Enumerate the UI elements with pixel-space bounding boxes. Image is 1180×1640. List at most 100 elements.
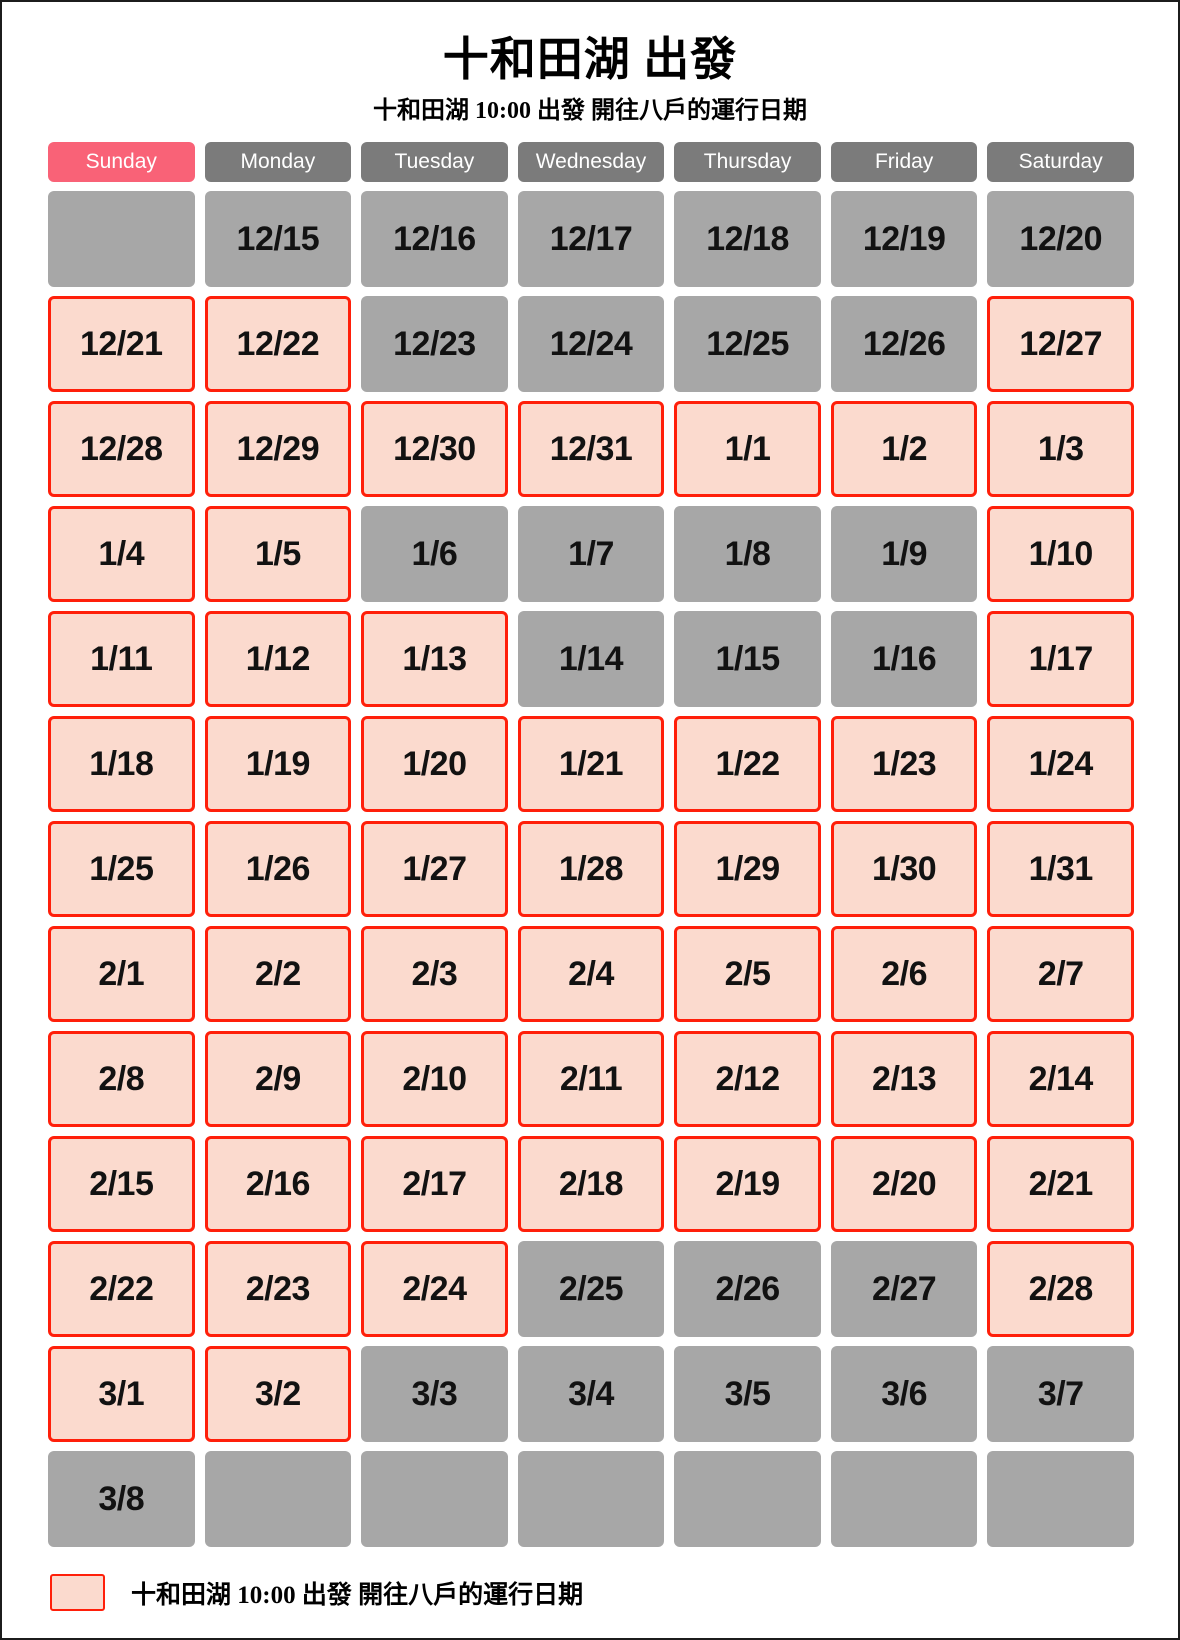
- date-cell-2-22: 2/22: [48, 1241, 195, 1337]
- date-cell-empty: [48, 191, 195, 287]
- date-cell-1-31: 1/31: [987, 821, 1134, 917]
- legend-label: 十和田湖 10:00 出發 開往八戶的運行日期: [131, 1581, 584, 1609]
- date-cell-1-20: 1/20: [361, 716, 508, 812]
- weekday-header-sunday: Sunday: [48, 142, 195, 182]
- date-cell-1-1: 1/1: [674, 401, 821, 497]
- date-cell-empty: [517, 1451, 665, 1547]
- legend-operating-swatch: [50, 1574, 105, 1611]
- date-cell-1-30: 1/30: [830, 821, 978, 917]
- date-cell-12-28: 12/28: [48, 401, 195, 497]
- date-cell-1-4: 1/4: [48, 506, 195, 602]
- date-cell-1-26: 1/26: [204, 821, 352, 917]
- date-cell-2-28: 2/28: [987, 1241, 1134, 1337]
- date-cell-1-10: 1/10: [987, 506, 1134, 602]
- date-cell-1-13: 1/13: [361, 611, 508, 707]
- date-cell-1-23: 1/23: [830, 716, 978, 812]
- date-cell-empty: [361, 1451, 508, 1547]
- date-cell-1-5: 1/5: [204, 506, 352, 602]
- date-cell-1-21: 1/21: [517, 716, 665, 812]
- date-cell-12-19: 12/19: [830, 191, 978, 287]
- date-cell-12-30: 12/30: [361, 401, 508, 497]
- date-cell-2-6: 2/6: [830, 926, 978, 1022]
- date-cell-2-27: 2/27: [830, 1241, 978, 1337]
- date-cell-empty: [987, 1451, 1134, 1547]
- date-cell-1-3: 1/3: [987, 401, 1134, 497]
- date-cell-1-28: 1/28: [517, 821, 665, 917]
- date-cell-2-1: 2/1: [48, 926, 195, 1022]
- date-cell-12-21: 12/21: [48, 296, 195, 392]
- date-cell-3-5: 3/5: [674, 1346, 821, 1442]
- date-cell-3-1: 3/1: [48, 1346, 195, 1442]
- calendar-grid: Sunday Monday Tuesday Wednesday Thursday Frid…: [48, 142, 1134, 1547]
- date-cell-12-15: 12/15: [204, 191, 352, 287]
- date-cell-12-24: 12/24: [517, 296, 665, 392]
- date-cell-2-16: 2/16: [204, 1136, 352, 1232]
- date-cell-12-25: 12/25: [674, 296, 821, 392]
- date-cell-12-23: 12/23: [361, 296, 508, 392]
- date-cell-empty: [674, 1451, 821, 1547]
- date-cell-2-8: 2/8: [48, 1031, 195, 1127]
- date-cell-1-6: 1/6: [361, 506, 508, 602]
- date-cell-2-18: 2/18: [517, 1136, 665, 1232]
- date-cell-2-25: 2/25: [517, 1241, 665, 1337]
- date-cell-2-3: 2/3: [361, 926, 508, 1022]
- date-cell-empty: [204, 1451, 352, 1547]
- legend: 十和田湖 10:00 出發 開往八戶的運行日期: [50, 1574, 583, 1611]
- date-cell-1-17: 1/17: [987, 611, 1134, 707]
- date-cell-3-6: 3/6: [830, 1346, 978, 1442]
- date-cell-2-24: 2/24: [361, 1241, 508, 1337]
- date-cell-12-18: 12/18: [674, 191, 821, 287]
- weekday-header-tuesday: Tuesday: [361, 142, 508, 182]
- date-cell-1-11: 1/11: [48, 611, 195, 707]
- page-title: 十和田湖 出發: [442, 34, 738, 85]
- date-cell-12-16: 12/16: [361, 191, 508, 287]
- date-cell-2-17: 2/17: [361, 1136, 508, 1232]
- date-cell-12-26: 12/26: [830, 296, 978, 392]
- page-subtitle: 十和田湖 10:00 出發 開往八戶的運行日期: [373, 98, 807, 124]
- weekday-header-thursday: Thursday: [674, 142, 821, 182]
- date-cell-12-31: 12/31: [517, 401, 665, 497]
- weekday-header-wednesday: Wednesday: [517, 142, 665, 182]
- date-cell-3-3: 3/3: [361, 1346, 508, 1442]
- date-cell-2-26: 2/26: [674, 1241, 821, 1337]
- date-cell-1-12: 1/12: [204, 611, 352, 707]
- date-cell-3-2: 3/2: [204, 1346, 352, 1442]
- date-cell-12-20: 12/20: [987, 191, 1134, 287]
- weekday-header-friday: Friday: [830, 142, 978, 182]
- date-cell-1-7: 1/7: [517, 506, 665, 602]
- date-cell-1-22: 1/22: [674, 716, 821, 812]
- date-cell-2-7: 2/7: [987, 926, 1134, 1022]
- date-cell-2-9: 2/9: [204, 1031, 352, 1127]
- date-cell-2-20: 2/20: [830, 1136, 978, 1232]
- date-cell-2-2: 2/2: [204, 926, 352, 1022]
- date-cell-1-27: 1/27: [361, 821, 508, 917]
- date-cell-12-27: 12/27: [987, 296, 1134, 392]
- date-cell-2-13: 2/13: [830, 1031, 978, 1127]
- date-cell-1-19: 1/19: [204, 716, 352, 812]
- date-cell-3-4: 3/4: [517, 1346, 665, 1442]
- date-cell-1-25: 1/25: [48, 821, 195, 917]
- date-cell-2-19: 2/19: [674, 1136, 821, 1232]
- date-cell-1-29: 1/29: [674, 821, 821, 917]
- date-cell-3-7: 3/7: [987, 1346, 1134, 1442]
- date-cell-2-12: 2/12: [674, 1031, 821, 1127]
- date-cell-12-29: 12/29: [204, 401, 352, 497]
- date-cell-1-15: 1/15: [674, 611, 821, 707]
- date-cell-12-22: 12/22: [204, 296, 352, 392]
- date-cell-2-15: 2/15: [48, 1136, 195, 1232]
- weekday-header-saturday: Saturday: [987, 142, 1134, 182]
- date-cell-2-11: 2/11: [517, 1031, 665, 1127]
- date-cell-1-18: 1/18: [48, 716, 195, 812]
- date-cell-1-2: 1/2: [830, 401, 978, 497]
- date-cell-1-14: 1/14: [517, 611, 665, 707]
- weekday-header-monday: Monday: [204, 142, 352, 182]
- date-cell-2-10: 2/10: [361, 1031, 508, 1127]
- date-cell-2-21: 2/21: [987, 1136, 1134, 1232]
- date-cell-3-8: 3/8: [48, 1451, 195, 1547]
- date-cell-empty: [830, 1451, 978, 1547]
- date-cell-1-16: 1/16: [830, 611, 978, 707]
- date-cell-1-24: 1/24: [987, 716, 1134, 812]
- date-cell-2-5: 2/5: [674, 926, 821, 1022]
- date-cell-1-9: 1/9: [830, 506, 978, 602]
